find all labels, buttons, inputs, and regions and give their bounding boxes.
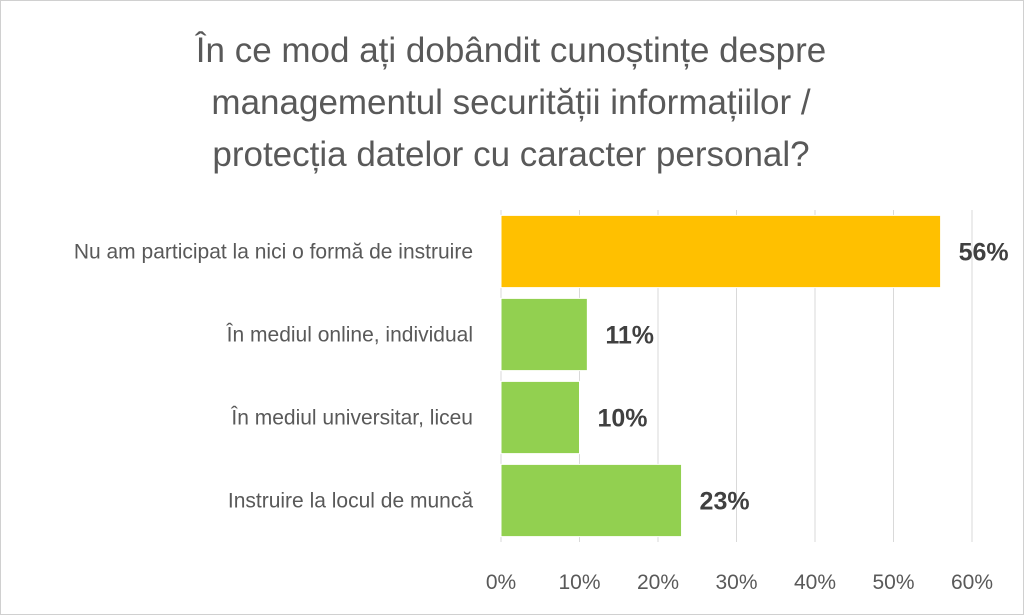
chart-title: În ce mod ați dobândit cunoștințe despre… [61, 25, 961, 181]
bar [500, 214, 942, 289]
x-tick-label: 40% [794, 571, 836, 594]
x-tick-label: 10% [558, 571, 600, 594]
x-tick-label: 0% [486, 571, 516, 594]
data-label: 56% [959, 239, 1009, 267]
chart-title-line: managementul securității informațiilor / [211, 83, 811, 122]
bar [500, 463, 683, 538]
category-label: În mediul universitar, liceu [230, 407, 473, 430]
category-label: Instruire la locul de muncă [228, 490, 473, 513]
x-tick-label: 60% [951, 571, 993, 594]
data-label: 23% [700, 488, 750, 516]
x-tick-label: 20% [637, 571, 679, 594]
x-tick-label: 30% [715, 571, 757, 594]
bar [500, 297, 588, 372]
data-label: 10% [598, 405, 648, 433]
chart-title-line: protecția datelor cu caracter personal? [212, 135, 810, 174]
bar [500, 380, 580, 455]
x-tick-label: 50% [872, 571, 914, 594]
data-label: 11% [605, 322, 654, 350]
chart-title-line: În ce mod ați dobândit cunoștințe despre [195, 31, 827, 70]
category-label: În mediul online, individual [226, 324, 473, 347]
category-label: Nu am participat la nici o formă de inst… [74, 241, 473, 264]
